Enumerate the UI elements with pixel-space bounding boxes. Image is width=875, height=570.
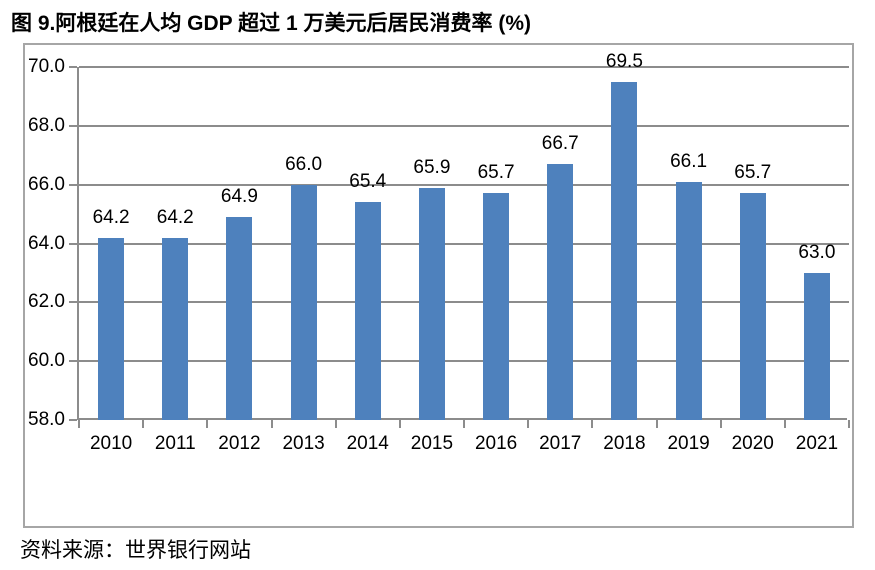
value-label-2018: 69.5 — [605, 50, 643, 72]
x-axis-tick — [78, 420, 80, 428]
value-label-2011: 64.2 — [156, 206, 194, 228]
value-label-2017: 66.7 — [541, 133, 579, 155]
y-tick-label: 70.0 — [28, 56, 65, 77]
x-tick-label-2016: 2016 — [474, 433, 518, 454]
gridline — [79, 301, 849, 304]
x-axis-tick — [591, 420, 594, 428]
x-axis-tick — [783, 420, 786, 428]
y-tick-label: 58.0 — [28, 409, 65, 430]
bar-2021 — [803, 272, 830, 420]
x-tick-label-2011: 2011 — [154, 433, 196, 454]
y-tick-label: 66.0 — [28, 173, 65, 195]
x-tick-label-2010: 2010 — [89, 433, 133, 454]
gridline — [79, 242, 849, 245]
bar-2019 — [675, 181, 702, 420]
gridline — [79, 183, 849, 186]
bar-2015 — [418, 187, 445, 420]
x-axis-tick — [206, 420, 209, 428]
value-label-2015: 65.9 — [413, 156, 451, 178]
bar-2017 — [547, 164, 574, 420]
gridline — [79, 360, 849, 363]
x-tick-label-2012: 2012 — [218, 433, 261, 454]
y-axis-tick — [69, 183, 77, 186]
value-label-2021: 63.0 — [798, 241, 836, 263]
x-tick-label-2017: 2017 — [539, 433, 582, 454]
value-label-2014: 65.4 — [349, 171, 387, 193]
value-label-2013: 66.0 — [285, 153, 323, 175]
x-tick-label-2020: 2020 — [731, 433, 774, 454]
y-tick-label: 60.0 — [28, 350, 65, 372]
bar-2014 — [354, 202, 381, 420]
x-axis-tick — [270, 420, 273, 428]
x-axis-tick — [655, 420, 658, 428]
y-tick-label: 64.0 — [28, 232, 65, 254]
value-label-2019: 66.1 — [670, 150, 708, 172]
x-tick-label-2014: 2014 — [346, 433, 389, 454]
x-axis-tick — [527, 420, 530, 428]
y-tick-label: 62.0 — [28, 291, 65, 313]
source-note: 资料来源：世界银行网站 — [20, 539, 251, 562]
y-tick-label: 68.0 — [28, 114, 65, 136]
bar-2020 — [739, 193, 766, 420]
gridline — [79, 66, 849, 68]
x-axis-tick — [463, 420, 465, 428]
x-axis-tick — [398, 420, 401, 428]
y-axis-tick — [69, 419, 77, 421]
x-tick-label-2019: 2019 — [667, 433, 710, 454]
x-axis-tick — [848, 420, 850, 428]
plot-area: 58.0 60.0 62.0 64.0 66.0 68.0 70.0 64.2 2010 64.2… — [28, 51, 850, 454]
value-label-2010: 64.2 — [92, 206, 130, 228]
bar-2012 — [226, 217, 253, 420]
bar-2016 — [483, 193, 510, 420]
x-tick-label-2018: 2018 — [603, 433, 646, 454]
x-tick-label-2015: 2015 — [410, 433, 454, 454]
x-axis-tick — [142, 420, 145, 428]
value-label-2020: 65.7 — [734, 162, 772, 184]
chart-area: 58.0 60.0 62.0 64.0 66.0 68.0 70.0 64.2 2010 64.2… — [23, 43, 854, 528]
y-axis-tick — [69, 124, 77, 127]
value-label-2012: 64.9 — [220, 186, 258, 208]
x-axis-tick — [719, 420, 722, 428]
y-axis-tick — [69, 242, 77, 245]
y-axis-tick — [69, 66, 77, 68]
value-label-2016: 65.7 — [477, 162, 515, 184]
bar-2018 — [611, 81, 638, 420]
gridline — [79, 124, 849, 127]
bar-2011 — [162, 237, 189, 420]
x-tick-label-2021: 2021 — [795, 433, 839, 454]
chart-title: 图 9.阿根廷在人均 GDP 超过 1 万美元后居民消费率 (%) — [11, 12, 531, 35]
x-tick-label-2013: 2013 — [282, 433, 325, 454]
bar-2013 — [290, 184, 317, 420]
y-axis-tick — [69, 360, 77, 363]
y-axis-tick — [69, 301, 77, 304]
bar-2010 — [98, 237, 125, 420]
x-axis-tick — [334, 420, 337, 428]
